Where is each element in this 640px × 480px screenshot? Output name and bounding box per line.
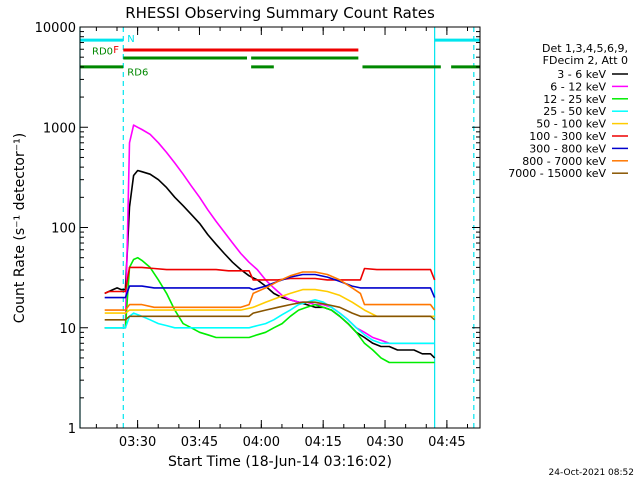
state-bar-label-rd0: RD0: [92, 47, 113, 58]
legend-label-2: 12 - 25 keV: [543, 93, 606, 106]
series-line-1: [104, 124, 435, 345]
series-line-8: [104, 301, 436, 321]
y-tick-label-2: 100: [51, 222, 76, 237]
legend-label-8: 7000 - 15000 keV: [508, 167, 606, 180]
legend-header-1: FDecim 2, Att 0: [543, 54, 628, 67]
legend-header-0: Det 1,3,4,5,6,9,: [542, 42, 628, 55]
series-line-0: [104, 169, 436, 359]
x-tick-label-4: 04:30: [366, 435, 403, 450]
state-bar-label-rd6: RD6: [127, 67, 148, 78]
series-line-7: [104, 271, 436, 311]
axes: 03:30 03:45 04:00 04:15 04:30 04:45 1 10 100 1000…: [35, 21, 480, 450]
legend-label-0: 3 - 6 keV: [557, 68, 606, 81]
legend-label-7: 800 - 7000 keV: [522, 155, 606, 168]
series-line-3: [104, 299, 435, 345]
y-tick-label-1: 10: [59, 322, 76, 337]
x-tick-label-3: 04:15: [304, 435, 341, 450]
legend: Det 1,3,4,5,6,9,FDecim 2, Att 03 - 6 keV…: [508, 42, 628, 180]
x-tick-label-1: 03:45: [181, 435, 218, 450]
legend-label-1: 6 - 12 keV: [550, 80, 606, 93]
legend-label-5: 100 - 300 keV: [529, 130, 606, 143]
series-line-2: [104, 256, 435, 364]
series-line-6: [104, 273, 436, 299]
x-tick-label-0: 03:30: [119, 435, 156, 450]
legend-label-4: 50 - 100 keV: [536, 118, 606, 131]
footer-timestamp: 24-Oct-2021 08:52: [549, 468, 634, 478]
legend-label-3: 25 - 50 keV: [543, 105, 606, 118]
chart-title: RHESSI Observing Summary Count Rates: [125, 4, 435, 22]
x-axis-label: Start Time (18-Jun-14 03:16:02): [168, 454, 392, 470]
x-tick-label-2: 04:00: [243, 435, 280, 450]
state-bar-label-n: N: [127, 34, 134, 45]
series-line-4: [104, 288, 435, 318]
y-tick-label-3: 1000: [43, 121, 76, 136]
legend-label-6: 300 - 800 keV: [529, 142, 606, 155]
state-bar-label-f: F: [113, 45, 119, 56]
y-axis-label: Count Rate (s⁻¹ detector⁻¹): [12, 133, 28, 323]
x-tick-label-5: 04:45: [428, 435, 465, 450]
y-tick-label-0: 1: [68, 422, 76, 437]
y-tick-label-4: 10000: [35, 21, 76, 36]
series-line-5: [104, 266, 436, 295]
